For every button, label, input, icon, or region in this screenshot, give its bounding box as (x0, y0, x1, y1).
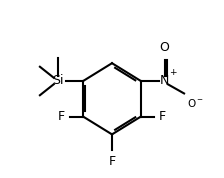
Text: F: F (108, 155, 116, 168)
Text: +: + (170, 67, 177, 77)
Text: F: F (58, 110, 65, 123)
Text: O: O (159, 41, 169, 54)
Text: O$^-$: O$^-$ (187, 97, 204, 109)
Text: N: N (160, 74, 169, 88)
Text: Si: Si (52, 74, 63, 88)
Text: F: F (159, 110, 166, 123)
